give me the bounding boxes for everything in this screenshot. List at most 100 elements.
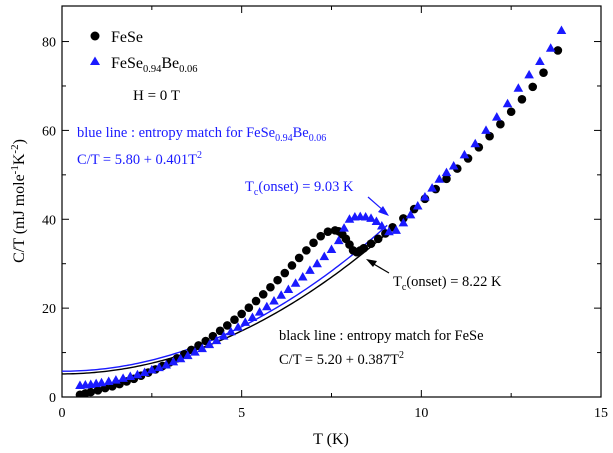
data-point-fese-be [502, 98, 513, 108]
data-point-fese [280, 268, 290, 278]
data-point-fese-be [491, 112, 502, 121]
tick-labels: 0 5 10 15 0 20 40 60 80 [42, 36, 608, 421]
x-tick-label: 5 [238, 406, 245, 421]
data-point-fese-be [312, 258, 322, 268]
data-point-fese-be [254, 307, 265, 316]
data-point-fese [517, 95, 527, 104]
data-point-fese-be [283, 284, 294, 293]
y-tick-label: 0 [49, 391, 56, 406]
data-point-fese [93, 386, 103, 395]
data-point-fese [309, 238, 318, 248]
data-point-fese-be [535, 56, 545, 66]
blue-fit-equation: C/T = 5.80 + 0.401T2 [77, 150, 202, 168]
data-point-fese-be [339, 223, 349, 232]
data-point-fese-be [427, 183, 437, 192]
data-point-fese-be [384, 226, 394, 236]
black-tc-arrowhead [366, 259, 377, 267]
data-point-fese-be [118, 373, 128, 382]
black-line-annotation: black line : entropy match for FeSe [279, 328, 484, 344]
data-point-fese [366, 239, 376, 249]
data-point-fese-be [226, 326, 236, 336]
x-tick-label: 15 [594, 406, 608, 421]
black-fit-equation: C/T = 5.20 + 0.387T2 [279, 350, 404, 368]
data-point-fese [237, 309, 246, 319]
data-point-fese [273, 275, 282, 285]
data-point-fese-be [326, 244, 337, 253]
data-point-fese-be [448, 160, 459, 170]
data-point-fese [244, 303, 254, 312]
data-point-fese-be [434, 174, 445, 183]
data-point-fese-be [233, 322, 243, 331]
data-point-fese [528, 82, 538, 92]
data-point-fese [230, 315, 239, 324]
data-point-fese-be [276, 290, 286, 299]
data-point-fese-be [481, 125, 491, 134]
data-point-fese [373, 234, 383, 244]
data-point-fese-be [182, 350, 193, 360]
data-point-fese-be [218, 331, 229, 340]
data-point-fese [316, 231, 326, 241]
data-point-fese-be [147, 364, 157, 374]
y-axis-label: C/T (mJ mole-1K-2) [9, 139, 28, 263]
data-point-fese [251, 296, 261, 306]
data-point-fese-be [524, 69, 534, 79]
y-tick-label: 40 [42, 213, 56, 228]
legend-label-fese: FeSe [111, 29, 143, 46]
x-tick-label: 0 [59, 406, 66, 421]
data-point-fese-be [441, 167, 452, 177]
axis-ticks [61, 6, 602, 398]
data-point-fese-be [344, 214, 355, 223]
data-point-fese-be [175, 353, 186, 363]
data-point-fese [506, 107, 516, 117]
data-point-fese-be [269, 296, 279, 305]
data-point-fese [442, 174, 451, 184]
data-point-fese-be [371, 216, 382, 225]
data-point-fese-be [420, 192, 430, 201]
data-point-fese-be [545, 43, 556, 52]
data-point-fese-be [204, 339, 215, 349]
data-point-fese-be [470, 138, 481, 148]
data-point-fese-be [161, 360, 172, 369]
data-point-fese-be [333, 235, 344, 245]
data-point-fese-be [377, 220, 387, 230]
data-point-fese-be [556, 25, 567, 34]
data-point-fese-be [103, 376, 114, 385]
data-point-fese [539, 68, 548, 77]
data-point-fese [359, 243, 369, 253]
data-point-fese [302, 246, 311, 255]
data-point-fese-be [366, 213, 376, 222]
blue-tc-annotation: Tc(onset) = 9.03 K [245, 179, 354, 198]
x-tick-label: 10 [414, 406, 428, 421]
data-point-fese [287, 261, 297, 270]
legend-marker-fese [90, 31, 100, 41]
data-point-fese-be [305, 265, 315, 274]
data-point-fese [553, 46, 563, 55]
data-point-fese [86, 387, 96, 397]
data-point-fese-be [154, 362, 164, 372]
black-tc-arrow [371, 262, 390, 274]
series-fese-be [75, 25, 567, 389]
legend-label-fese-be: FeSe0.94Be0.06 [111, 55, 198, 75]
blue-tc-arrowhead [378, 206, 389, 216]
data-point-fese [485, 131, 494, 141]
data-point-fese-be [513, 83, 524, 92]
data-point-fese [215, 326, 225, 336]
data-point-fese-be [96, 377, 107, 387]
y-tick-label: 20 [42, 302, 56, 317]
y-tick-label: 80 [42, 36, 56, 51]
y-tick-label: 60 [42, 124, 56, 139]
data-point-fese-be [297, 272, 308, 281]
legend-marker-fese-be [90, 56, 100, 65]
black-tc-annotation: Tc(onset) = 8.22 K [393, 274, 502, 293]
legend: FeSe FeSe0.94Be0.06 [90, 29, 198, 75]
data-point-fese-be [168, 356, 179, 366]
data-point-fese-be [459, 149, 470, 159]
data-point-fese [258, 290, 268, 299]
data-point-fese-be [262, 301, 272, 311]
data-point-fese-be [247, 312, 258, 321]
data-point-fese-be [290, 278, 301, 287]
data-point-fese-be [398, 217, 409, 227]
fit-line-fese-be [62, 224, 388, 372]
x-axis-label: T (K) [313, 431, 349, 448]
